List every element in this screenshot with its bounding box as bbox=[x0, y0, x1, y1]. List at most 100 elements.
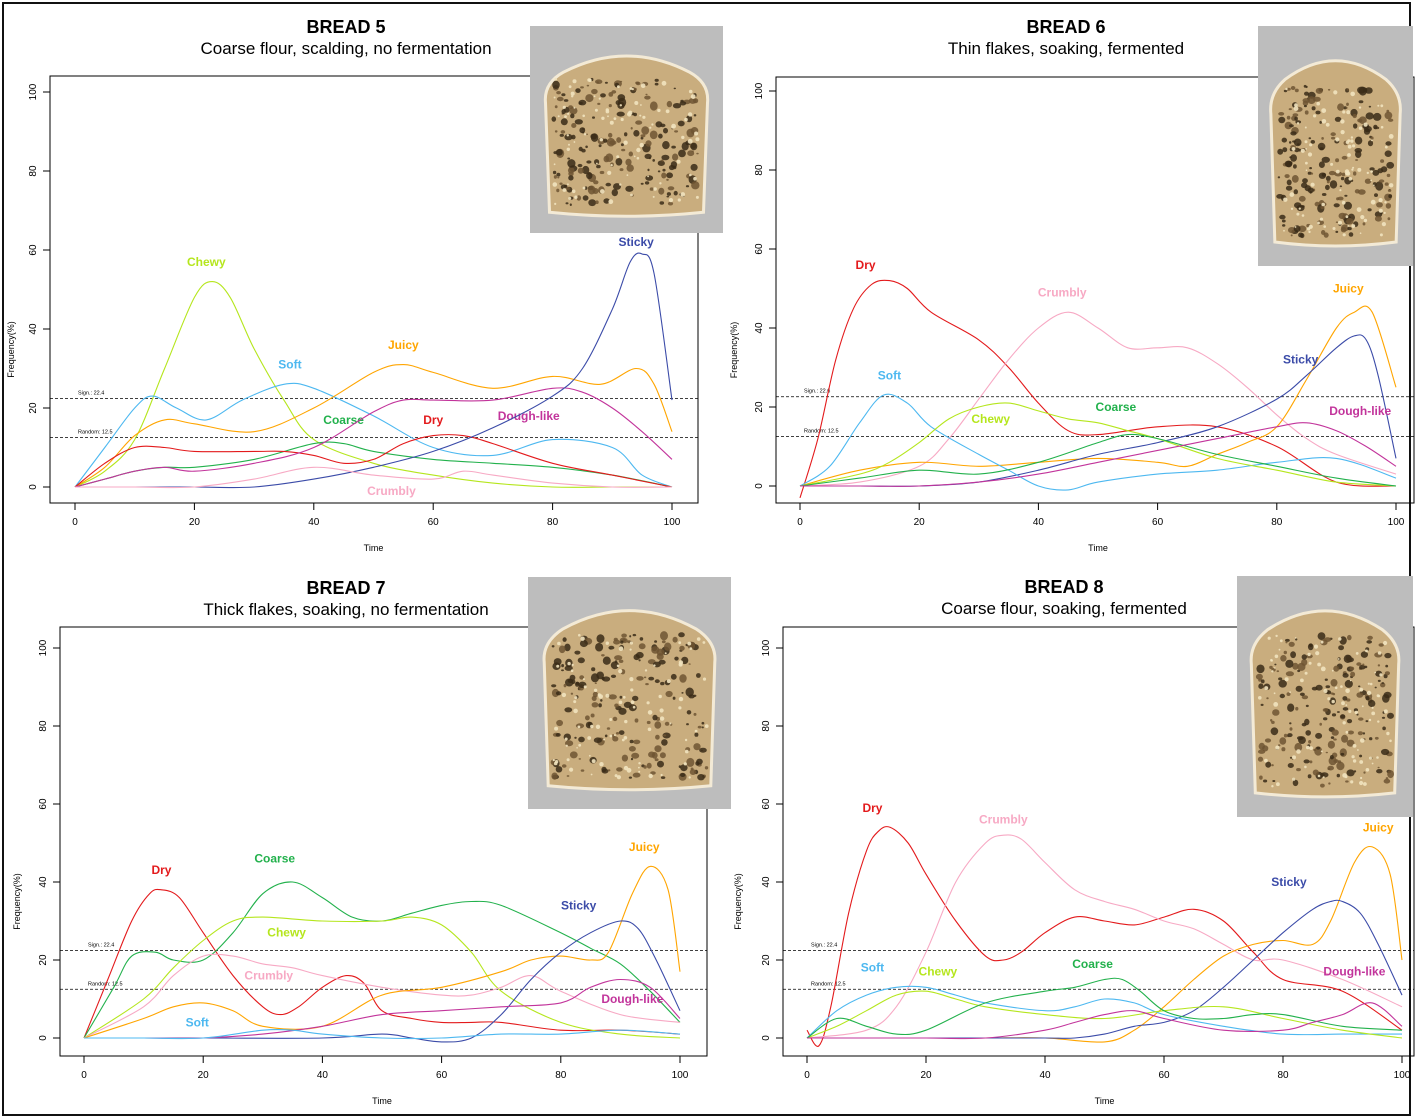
series-line-juicy bbox=[807, 845, 1403, 1043]
chart-title: BREAD 8 bbox=[1024, 577, 1104, 597]
series-label-dry: Dry bbox=[151, 863, 171, 877]
series-line-crumbly bbox=[806, 834, 1403, 1039]
series-line-dry bbox=[74, 434, 673, 488]
x-axis-title: Time bbox=[364, 543, 384, 553]
series-line-crumbly bbox=[74, 466, 673, 489]
series-label-dough-like: Dough-like bbox=[1329, 404, 1391, 418]
x-tick-label: 40 bbox=[1033, 517, 1045, 528]
series-label-crumbly: Crumbly bbox=[979, 813, 1028, 827]
series-line-chewy bbox=[799, 402, 1397, 487]
chart-title-block: BREAD 7 Thick flakes, soaking, no fermen… bbox=[136, 577, 556, 621]
random-threshold-label: Random: 12.5 bbox=[804, 429, 839, 435]
y-tick-label: 40 bbox=[28, 323, 39, 335]
bread-slice-picture bbox=[528, 577, 731, 809]
chart-plot-7: 0 20 40 60 80 100 0 20 40 60 80 100 Time Frequency(%)… bbox=[12, 626, 708, 1106]
chart-subtitle: Coarse flour, soaking, fermented bbox=[941, 599, 1187, 618]
x-axis-title: Time bbox=[1088, 543, 1108, 553]
series-line-sticky bbox=[84, 920, 681, 1043]
y-tick-label: 0 bbox=[28, 484, 39, 490]
y-tick-label: 0 bbox=[754, 483, 765, 489]
series-line-soft bbox=[806, 985, 1402, 1039]
series-line-juicy bbox=[74, 364, 673, 488]
series-label-dry: Dry bbox=[423, 413, 443, 427]
x-tick-label: 20 bbox=[198, 1070, 210, 1081]
y-tick-label: 80 bbox=[754, 164, 765, 176]
chart-subtitle: Thick flakes, soaking, no fermentation bbox=[203, 600, 489, 619]
series-line-dough-like bbox=[800, 422, 1397, 487]
series-line-soft bbox=[74, 382, 673, 488]
bread-slice-picture bbox=[1237, 576, 1413, 817]
series-line-dry bbox=[83, 888, 681, 1039]
series-label-soft: Soft bbox=[861, 961, 884, 975]
x-tick-label: 60 bbox=[436, 1070, 448, 1081]
x-tick-label: 100 bbox=[664, 517, 681, 528]
sign-threshold-label: Sign.: 22.4 bbox=[78, 391, 104, 397]
series-label-sticky: Sticky bbox=[1271, 875, 1307, 889]
series-label-coarse: Coarse bbox=[254, 852, 295, 866]
series-line-sticky bbox=[74, 252, 673, 489]
series-line-sticky bbox=[807, 899, 1403, 1039]
y-tick-label: 80 bbox=[28, 165, 39, 177]
y-tick-label: 20 bbox=[761, 954, 772, 966]
chart-title-block: BREAD 8 Coarse flour, soaking, fermented bbox=[854, 576, 1274, 620]
series-label-dough-like: Dough-like bbox=[498, 409, 560, 423]
series-label-sticky: Sticky bbox=[561, 898, 597, 912]
y-tick-label: 20 bbox=[754, 401, 765, 413]
series-label-juicy: Juicy bbox=[629, 840, 660, 854]
sign-threshold-label: Sign.: 22.4 bbox=[88, 943, 114, 949]
bread-slice-picture bbox=[530, 26, 723, 233]
series-line-soft bbox=[84, 1028, 681, 1040]
y-tick-label: 20 bbox=[28, 402, 39, 414]
x-tick-label: 0 bbox=[72, 517, 78, 528]
series-line-soft bbox=[799, 393, 1397, 491]
x-tick-label: 0 bbox=[81, 1070, 87, 1081]
chart-subtitle: Coarse flour, scalding, no fermentation bbox=[200, 39, 492, 58]
series-line-dry bbox=[806, 826, 1403, 1047]
series-label-dough-like: Dough-like bbox=[1323, 965, 1385, 979]
series-line-dough-like bbox=[74, 387, 673, 488]
x-tick-label: 0 bbox=[804, 1070, 810, 1081]
series-label-dough-like: Dough-like bbox=[601, 992, 663, 1006]
chart-plot-8: 0 20 40 60 80 100 0 20 40 60 80 100 Time Frequency(%)… bbox=[733, 626, 1415, 1106]
y-tick-label: 40 bbox=[754, 322, 765, 334]
x-tick-label: 20 bbox=[920, 1070, 932, 1081]
x-tick-label: 0 bbox=[797, 517, 803, 528]
series-line-juicy bbox=[83, 865, 681, 1039]
x-tick-label: 60 bbox=[428, 517, 440, 528]
x-tick-label: 40 bbox=[317, 1070, 329, 1081]
chart-title: BREAD 7 bbox=[306, 578, 386, 598]
series-label-coarse: Coarse bbox=[1096, 400, 1137, 414]
y-tick-label: 100 bbox=[761, 639, 772, 656]
chart-title-block: BREAD 6 Thin flakes, soaking, fermented bbox=[856, 16, 1276, 60]
y-axis-title: Frequency(%) bbox=[12, 873, 22, 930]
series-label-coarse: Coarse bbox=[1072, 957, 1113, 971]
sign-threshold-label: Sign.: 22.4 bbox=[811, 943, 837, 949]
series-label-soft: Soft bbox=[878, 368, 901, 382]
series-label-soft: Soft bbox=[186, 1015, 209, 1029]
series-line-chewy bbox=[83, 916, 681, 1039]
series-line-coarse bbox=[799, 433, 1397, 487]
x-tick-label: 100 bbox=[1388, 517, 1405, 528]
plot-area bbox=[59, 626, 708, 1057]
y-tick-label: 60 bbox=[38, 798, 49, 810]
y-tick-label: 100 bbox=[28, 83, 39, 100]
y-tick-label: 60 bbox=[28, 244, 39, 256]
chart-title: BREAD 5 bbox=[306, 17, 386, 37]
y-tick-label: 60 bbox=[754, 243, 765, 255]
y-tick-label: 40 bbox=[38, 876, 49, 888]
x-tick-label: 100 bbox=[1394, 1070, 1411, 1081]
sign-threshold-label: Sign.: 22.6 bbox=[804, 389, 830, 395]
x-axis-title: Time bbox=[372, 1096, 392, 1106]
series-line-dough-like bbox=[807, 1002, 1403, 1040]
series-label-crumbly: Crumbly bbox=[244, 969, 293, 983]
y-tick-label: 80 bbox=[38, 720, 49, 732]
x-tick-label: 80 bbox=[1277, 1070, 1289, 1081]
x-tick-label: 40 bbox=[308, 517, 320, 528]
y-tick-label: 100 bbox=[754, 82, 765, 99]
series-label-soft: Soft bbox=[278, 358, 301, 372]
y-axis-title: Frequency(%) bbox=[729, 322, 739, 379]
series-line-chewy bbox=[74, 281, 673, 488]
random-threshold-label: Random: 12.5 bbox=[78, 430, 113, 436]
series-label-sticky: Sticky bbox=[619, 235, 655, 249]
